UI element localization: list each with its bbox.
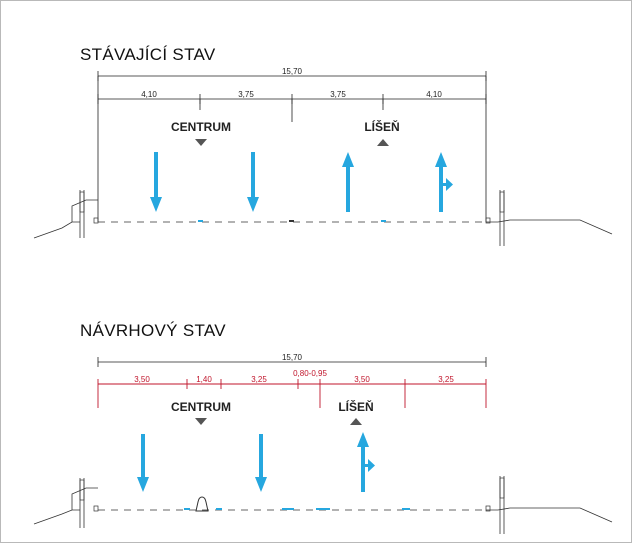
railing-post-icon — [499, 191, 505, 213]
direction-up-triangle-icon — [350, 418, 362, 425]
lane-arrow-up-right-icon — [357, 432, 375, 492]
existing-state-section: STÁVAJÍCÍ STAV 15,70 4,10 3,75 3,75 4,10… — [33, 45, 613, 246]
direction-up-triangle-icon — [377, 139, 389, 146]
existing-right-terrain — [486, 219, 613, 235]
railing-post-icon — [79, 191, 85, 213]
proposed-state-title: NÁVRHOVÝ STAV — [80, 321, 226, 340]
lane-arrow-up-right-icon — [435, 152, 453, 212]
median-separator-icon — [195, 496, 209, 512]
proposed-segment-6: 3,25 — [438, 375, 454, 384]
direction-down-triangle-icon — [195, 139, 207, 146]
direction-down-triangle-icon — [195, 418, 207, 425]
lane-arrow-down-icon — [247, 152, 259, 212]
proposed-segment-2: 1,40 — [196, 375, 212, 384]
railing-post-icon — [79, 479, 85, 501]
lane-arrow-down-icon — [255, 434, 267, 492]
lane-arrow-up-icon — [342, 152, 354, 212]
proposed-total-width: 15,70 — [282, 353, 303, 362]
proposed-segment-5: 3,50 — [354, 375, 370, 384]
existing-segment-2: 3,75 — [238, 90, 254, 99]
proposed-right-terrain — [486, 507, 613, 523]
proposed-segment-3: 3,25 — [251, 375, 267, 384]
existing-left-terrain — [33, 221, 80, 239]
proposed-segment-1: 3,50 — [134, 375, 150, 384]
existing-direction-lisen: LÍŠEŇ — [364, 119, 399, 134]
lane-arrow-down-icon — [137, 434, 149, 492]
proposed-direction-lisen: LÍŠEŇ — [338, 399, 373, 414]
existing-state-title: STÁVAJÍCÍ STAV — [80, 45, 216, 64]
existing-total-width: 15,70 — [282, 67, 303, 76]
proposed-direction-centrum: CENTRUM — [171, 400, 231, 414]
existing-direction-centrum: CENTRUM — [171, 120, 231, 134]
lane-arrow-down-icon — [150, 152, 162, 212]
proposed-segment-4: 0,80-0,95 — [293, 369, 327, 378]
existing-segment-4: 4,10 — [426, 90, 442, 99]
proposed-left-terrain — [33, 509, 80, 525]
railing-post-icon — [499, 477, 505, 499]
proposed-state-section: NÁVRHOVÝ STAV 15,70 3,50 1,40 3,25 0,80-… — [33, 321, 613, 534]
existing-segment-1: 4,10 — [141, 90, 157, 99]
existing-segment-3: 3,75 — [330, 90, 346, 99]
